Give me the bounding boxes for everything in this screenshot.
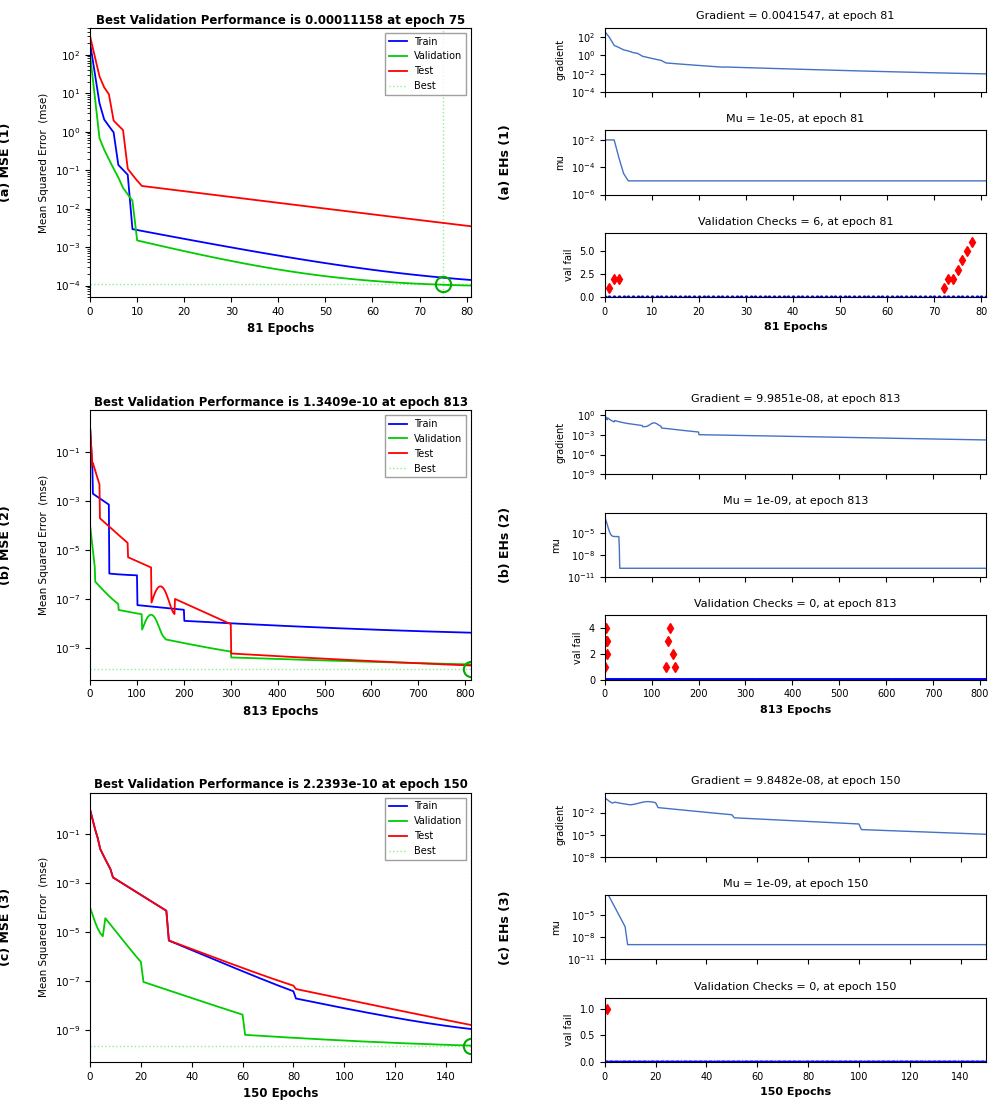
Title: Gradient = 9.8482e-08, at epoch 150: Gradient = 9.8482e-08, at epoch 150 [691,776,900,786]
Y-axis label: gradient: gradient [556,421,566,463]
Title: Gradient = 9.9851e-08, at epoch 813: Gradient = 9.9851e-08, at epoch 813 [691,394,900,404]
Text: (b) EHs (2): (b) EHs (2) [499,507,512,583]
Y-axis label: Mean Squared Error  (mse): Mean Squared Error (mse) [39,857,49,997]
Title: Mu = 1e-09, at epoch 813: Mu = 1e-09, at epoch 813 [723,496,868,506]
Title: Gradient = 0.0041547, at epoch 81: Gradient = 0.0041547, at epoch 81 [696,11,895,21]
Y-axis label: Mean Squared Error  (mse): Mean Squared Error (mse) [39,92,49,232]
Title: Validation Checks = 6, at epoch 81: Validation Checks = 6, at epoch 81 [698,217,893,227]
Text: (c) EHs (3): (c) EHs (3) [499,890,512,964]
Y-axis label: val fail: val fail [565,1014,575,1046]
Y-axis label: mu: mu [552,920,562,935]
Y-axis label: gradient: gradient [556,804,566,845]
X-axis label: 813 Epochs: 813 Epochs [760,705,831,715]
Text: (a) EHs (1): (a) EHs (1) [499,125,512,200]
X-axis label: 813 Epochs: 813 Epochs [243,705,318,718]
Y-axis label: mu: mu [552,537,562,553]
X-axis label: 81 Epochs: 81 Epochs [764,322,827,332]
Title: Best Validation Performance is 2.2393e-10 at epoch 150: Best Validation Performance is 2.2393e-1… [94,778,467,792]
Text: (c) MSE (3): (c) MSE (3) [0,888,11,966]
X-axis label: 150 Epochs: 150 Epochs [243,1088,318,1100]
X-axis label: 81 Epochs: 81 Epochs [247,322,314,336]
Text: (a) MSE (1): (a) MSE (1) [0,122,11,202]
Y-axis label: mu: mu [556,155,566,170]
Title: Best Validation Performance is 1.3409e-10 at epoch 813: Best Validation Performance is 1.3409e-1… [94,396,467,409]
Title: Mu = 1e-05, at epoch 81: Mu = 1e-05, at epoch 81 [727,115,865,125]
Text: (b) MSE (2): (b) MSE (2) [0,505,11,585]
Legend: Train, Validation, Test, Best: Train, Validation, Test, Best [385,32,466,95]
X-axis label: 150 Epochs: 150 Epochs [760,1088,831,1098]
Title: Best Validation Performance is 0.00011158 at epoch 75: Best Validation Performance is 0.0001115… [96,13,465,27]
Y-axis label: val fail: val fail [564,249,574,281]
Y-axis label: gradient: gradient [556,39,566,80]
Title: Validation Checks = 0, at epoch 150: Validation Checks = 0, at epoch 150 [694,982,897,992]
Legend: Train, Validation, Test, Best: Train, Validation, Test, Best [385,797,466,860]
Title: Validation Checks = 0, at epoch 813: Validation Checks = 0, at epoch 813 [694,599,897,609]
Legend: Train, Validation, Test, Best: Train, Validation, Test, Best [385,415,466,477]
Y-axis label: Mean Squared Error  (mse): Mean Squared Error (mse) [39,475,49,615]
Title: Mu = 1e-09, at epoch 150: Mu = 1e-09, at epoch 150 [723,878,868,888]
Y-axis label: val fail: val fail [574,632,584,664]
